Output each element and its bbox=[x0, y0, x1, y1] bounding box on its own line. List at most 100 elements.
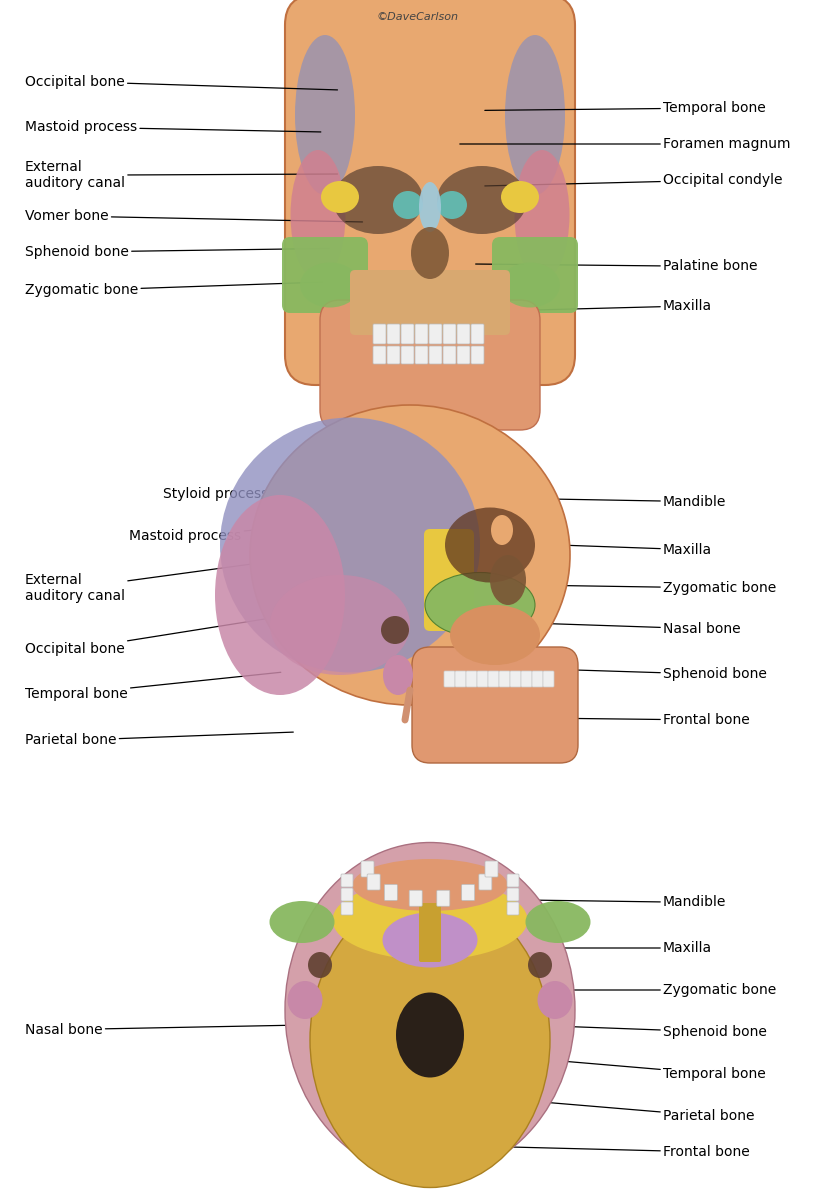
FancyBboxPatch shape bbox=[485, 862, 498, 877]
Ellipse shape bbox=[220, 418, 480, 672]
FancyBboxPatch shape bbox=[457, 346, 470, 364]
FancyBboxPatch shape bbox=[443, 346, 456, 364]
FancyBboxPatch shape bbox=[412, 647, 578, 763]
FancyBboxPatch shape bbox=[455, 671, 466, 686]
FancyBboxPatch shape bbox=[373, 324, 386, 344]
FancyBboxPatch shape bbox=[521, 671, 532, 686]
Text: Sphenoid bone: Sphenoid bone bbox=[459, 1022, 767, 1039]
Text: Maxilla: Maxilla bbox=[451, 941, 712, 955]
Text: Occipital bone: Occipital bone bbox=[25, 618, 269, 656]
Text: Zygomatic bone: Zygomatic bone bbox=[488, 581, 776, 595]
FancyBboxPatch shape bbox=[361, 862, 374, 877]
Text: Maxilla: Maxilla bbox=[488, 542, 712, 557]
FancyBboxPatch shape bbox=[507, 874, 519, 887]
FancyBboxPatch shape bbox=[507, 888, 519, 901]
Ellipse shape bbox=[383, 912, 478, 967]
FancyBboxPatch shape bbox=[510, 671, 521, 686]
Text: Occipital bone: Occipital bone bbox=[25, 74, 338, 90]
Text: External
auditory canal: External auditory canal bbox=[25, 556, 311, 604]
FancyBboxPatch shape bbox=[479, 874, 492, 890]
Ellipse shape bbox=[310, 893, 550, 1188]
FancyBboxPatch shape bbox=[543, 671, 554, 686]
FancyBboxPatch shape bbox=[471, 324, 484, 344]
Ellipse shape bbox=[290, 150, 345, 280]
Ellipse shape bbox=[500, 263, 560, 307]
Text: Nasal bone: Nasal bone bbox=[25, 1022, 374, 1037]
Ellipse shape bbox=[411, 227, 449, 278]
Text: Zygomatic bone: Zygomatic bone bbox=[25, 282, 323, 298]
Text: Sphenoid bone: Sphenoid bone bbox=[489, 667, 767, 682]
Text: Foramen magnum: Foramen magnum bbox=[460, 137, 791, 151]
FancyBboxPatch shape bbox=[341, 874, 353, 887]
FancyBboxPatch shape bbox=[444, 671, 455, 686]
Text: Frontal bone: Frontal bone bbox=[474, 1145, 750, 1159]
Ellipse shape bbox=[333, 880, 527, 960]
Ellipse shape bbox=[437, 166, 527, 234]
Text: Temporal bone: Temporal bone bbox=[462, 1052, 766, 1081]
Text: Frontal bone: Frontal bone bbox=[503, 713, 750, 727]
Ellipse shape bbox=[425, 572, 535, 637]
Text: Styloid process: Styloid process bbox=[163, 487, 325, 502]
Text: Mastoid process: Mastoid process bbox=[129, 524, 313, 544]
FancyBboxPatch shape bbox=[282, 236, 368, 313]
Text: Zygomatic bone: Zygomatic bone bbox=[458, 983, 776, 997]
Ellipse shape bbox=[491, 515, 513, 545]
FancyBboxPatch shape bbox=[341, 888, 353, 901]
FancyBboxPatch shape bbox=[499, 671, 510, 686]
Ellipse shape bbox=[396, 992, 464, 1078]
Text: Parietal bone: Parietal bone bbox=[468, 1096, 755, 1123]
FancyBboxPatch shape bbox=[384, 884, 397, 900]
Text: Palatine bone: Palatine bone bbox=[475, 259, 757, 274]
FancyBboxPatch shape bbox=[507, 902, 519, 914]
FancyBboxPatch shape bbox=[415, 346, 428, 364]
Text: Temporal bone: Temporal bone bbox=[25, 672, 281, 701]
Ellipse shape bbox=[445, 508, 535, 582]
Ellipse shape bbox=[383, 655, 413, 695]
FancyBboxPatch shape bbox=[401, 346, 414, 364]
Text: Nasal bone: Nasal bone bbox=[490, 622, 741, 636]
FancyBboxPatch shape bbox=[409, 890, 422, 906]
Ellipse shape bbox=[381, 616, 409, 644]
Text: ©DaveCarlson: ©DaveCarlson bbox=[376, 12, 458, 22]
FancyBboxPatch shape bbox=[285, 0, 575, 385]
FancyBboxPatch shape bbox=[419, 902, 441, 962]
FancyBboxPatch shape bbox=[424, 529, 474, 631]
Ellipse shape bbox=[300, 263, 360, 307]
FancyBboxPatch shape bbox=[466, 671, 477, 686]
Ellipse shape bbox=[321, 181, 359, 214]
Ellipse shape bbox=[250, 404, 570, 704]
Ellipse shape bbox=[528, 952, 552, 978]
Ellipse shape bbox=[505, 35, 565, 194]
Ellipse shape bbox=[525, 901, 590, 943]
Ellipse shape bbox=[269, 901, 334, 943]
Text: Mastoid process: Mastoid process bbox=[25, 120, 321, 134]
FancyBboxPatch shape bbox=[367, 874, 380, 890]
Ellipse shape bbox=[285, 842, 575, 1177]
Ellipse shape bbox=[515, 150, 570, 280]
Text: Mandible: Mandible bbox=[443, 895, 726, 910]
FancyBboxPatch shape bbox=[341, 902, 353, 914]
FancyBboxPatch shape bbox=[492, 236, 578, 313]
FancyBboxPatch shape bbox=[429, 324, 442, 344]
Ellipse shape bbox=[437, 191, 467, 218]
Text: Vomer bone: Vomer bone bbox=[25, 209, 363, 223]
Ellipse shape bbox=[450, 605, 540, 665]
FancyBboxPatch shape bbox=[320, 300, 540, 430]
FancyBboxPatch shape bbox=[462, 884, 475, 900]
FancyBboxPatch shape bbox=[350, 270, 510, 335]
Ellipse shape bbox=[270, 575, 410, 674]
Ellipse shape bbox=[490, 554, 526, 605]
FancyBboxPatch shape bbox=[437, 890, 450, 906]
FancyBboxPatch shape bbox=[429, 346, 442, 364]
FancyBboxPatch shape bbox=[401, 324, 414, 344]
FancyBboxPatch shape bbox=[471, 346, 484, 364]
Ellipse shape bbox=[295, 35, 355, 194]
Text: Parietal bone: Parietal bone bbox=[25, 732, 294, 748]
Text: Temporal bone: Temporal bone bbox=[485, 101, 766, 115]
Ellipse shape bbox=[288, 982, 323, 1019]
FancyBboxPatch shape bbox=[387, 346, 400, 364]
Ellipse shape bbox=[393, 191, 423, 218]
Text: Sphenoid bone: Sphenoid bone bbox=[25, 245, 329, 259]
FancyBboxPatch shape bbox=[457, 324, 470, 344]
Ellipse shape bbox=[368, 1009, 396, 1046]
